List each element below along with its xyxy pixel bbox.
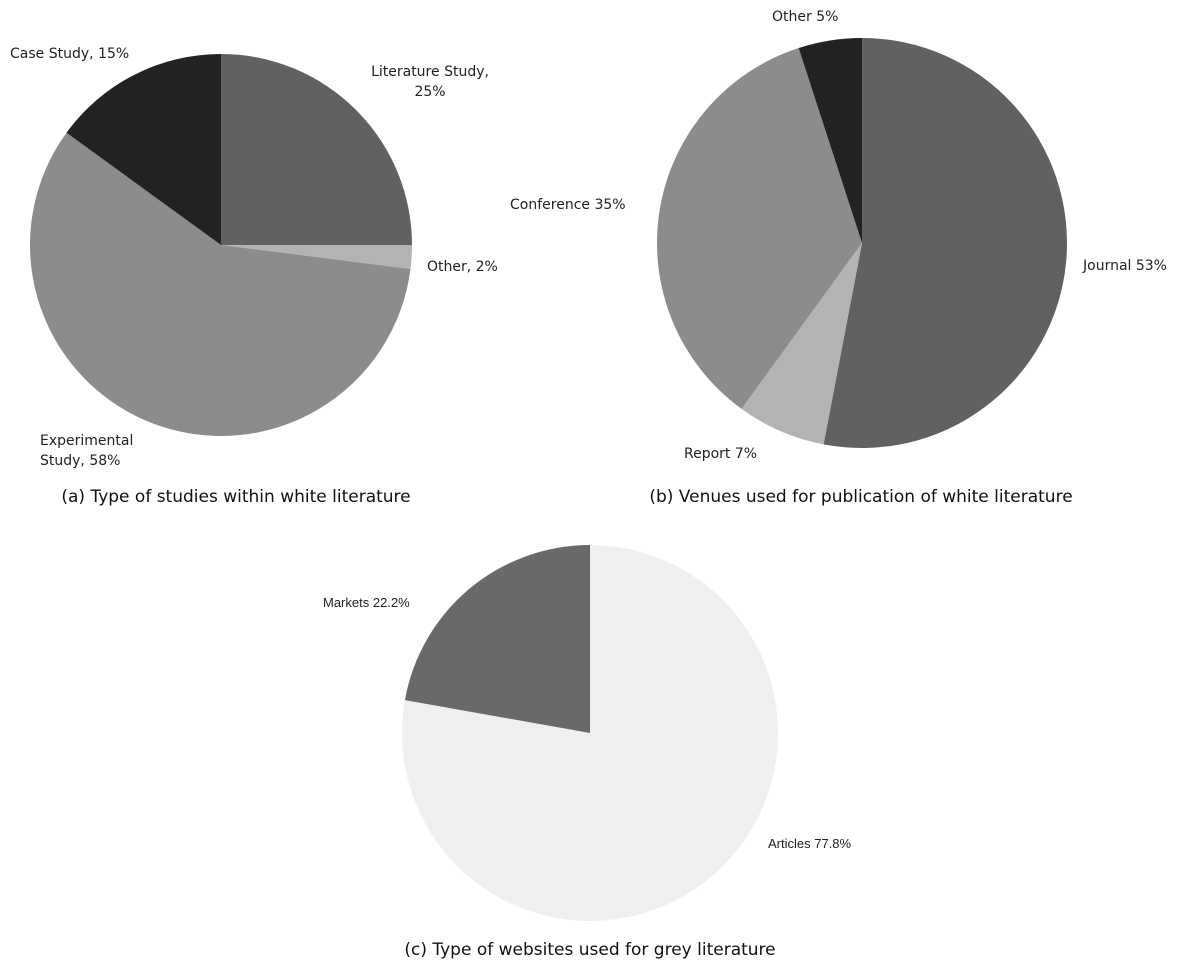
slice-label: Markets 22.2% (323, 595, 410, 610)
slice-label: Other 5% (772, 9, 839, 25)
pie-slice (741, 243, 862, 445)
slice-label: Experimental Study, 58% (40, 433, 134, 469)
slice-label: Literature Study, 25% (371, 64, 489, 100)
slice-label: Articles 77.8% (768, 836, 852, 851)
pie-slice (798, 38, 862, 243)
caption: (a) Type of studies within white literat… (61, 487, 411, 507)
slice-label: Conference 35% (510, 197, 626, 213)
slice-label: Journal 53% (1083, 258, 1167, 274)
caption: (c) Type of websites used for grey liter… (404, 940, 776, 960)
slice-label: Case Study, 15% (10, 46, 130, 62)
pie-slice (66, 54, 221, 245)
slice-label: Other, 2% (427, 259, 498, 275)
pie-slice (656, 48, 862, 409)
pie-slice (221, 54, 412, 245)
caption: (b) Venues used for publication of white… (649, 487, 1073, 507)
pie-slice (30, 132, 411, 436)
slice-label: Report 7% (684, 446, 758, 462)
pie-slice (823, 38, 1068, 448)
pie-slice (404, 545, 590, 733)
pie-slice (221, 245, 412, 269)
